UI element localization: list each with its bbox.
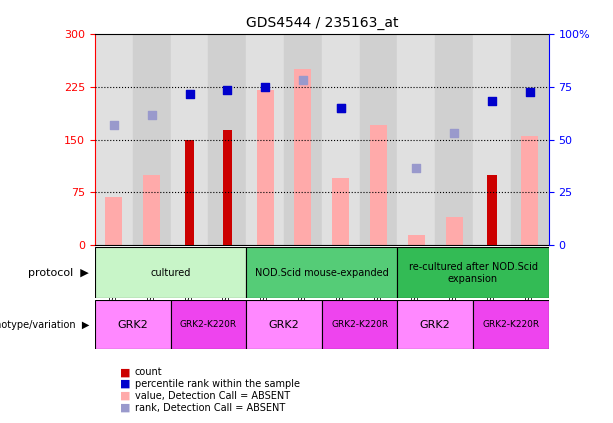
Bar	[322, 34, 360, 245]
Text: ■: ■	[120, 367, 130, 377]
Text: GRK2-K220R: GRK2-K220R	[482, 320, 539, 329]
Bar	[521, 136, 538, 245]
Bar	[284, 34, 322, 245]
Point	[487, 97, 497, 104]
Bar	[170, 34, 208, 245]
Bar	[105, 198, 123, 245]
Text: cultured: cultured	[150, 268, 191, 278]
Bar	[246, 247, 397, 298]
Text: GRK2-K220R: GRK2-K220R	[180, 320, 237, 329]
Bar	[133, 34, 170, 245]
Text: rank, Detection Call = ABSENT: rank, Detection Call = ABSENT	[135, 403, 285, 413]
Bar	[397, 247, 549, 298]
Bar	[446, 217, 463, 245]
Text: genotype/variation  ▶: genotype/variation ▶	[0, 320, 89, 330]
Point	[449, 129, 459, 136]
Text: ■: ■	[120, 403, 130, 413]
Text: NOD.Scid mouse-expanded: NOD.Scid mouse-expanded	[255, 268, 389, 278]
Bar	[246, 300, 322, 349]
Text: re-cultured after NOD.Scid
expansion: re-cultured after NOD.Scid expansion	[408, 262, 538, 284]
Text: GRK2-K220R: GRK2-K220R	[331, 320, 388, 329]
Title: GDS4544 / 235163_at: GDS4544 / 235163_at	[246, 16, 398, 30]
Point	[336, 104, 346, 111]
Text: GRK2: GRK2	[118, 320, 148, 330]
Point	[411, 165, 421, 171]
Bar	[143, 175, 160, 245]
Bar	[95, 300, 170, 349]
Bar	[257, 90, 273, 245]
Point	[147, 112, 156, 118]
Bar	[322, 300, 397, 349]
Point	[336, 104, 346, 111]
Point	[223, 87, 232, 93]
Bar	[223, 130, 232, 245]
Bar	[511, 34, 549, 245]
Point	[109, 122, 119, 129]
Bar	[185, 140, 194, 245]
Bar	[370, 126, 387, 245]
Bar	[332, 179, 349, 245]
Bar	[487, 175, 497, 245]
Text: count: count	[135, 367, 162, 377]
Point	[525, 88, 535, 95]
Text: GRK2: GRK2	[268, 320, 299, 330]
Text: ■: ■	[120, 391, 130, 401]
Text: GRK2: GRK2	[420, 320, 451, 330]
Text: value, Detection Call = ABSENT: value, Detection Call = ABSENT	[135, 391, 290, 401]
Bar	[170, 300, 246, 349]
Bar	[397, 300, 473, 349]
Bar	[95, 247, 246, 298]
Bar	[208, 34, 246, 245]
Bar	[473, 300, 549, 349]
Bar	[435, 34, 473, 245]
Bar	[294, 69, 311, 245]
Bar	[473, 34, 511, 245]
Text: ■: ■	[120, 379, 130, 389]
Point	[260, 83, 270, 90]
Bar	[246, 34, 284, 245]
Point	[298, 76, 308, 83]
Text: percentile rank within the sample: percentile rank within the sample	[135, 379, 300, 389]
Bar	[95, 34, 133, 245]
Bar	[360, 34, 397, 245]
Point	[185, 91, 194, 97]
Bar	[408, 235, 425, 245]
Bar	[397, 34, 435, 245]
Text: protocol  ▶: protocol ▶	[28, 268, 89, 278]
